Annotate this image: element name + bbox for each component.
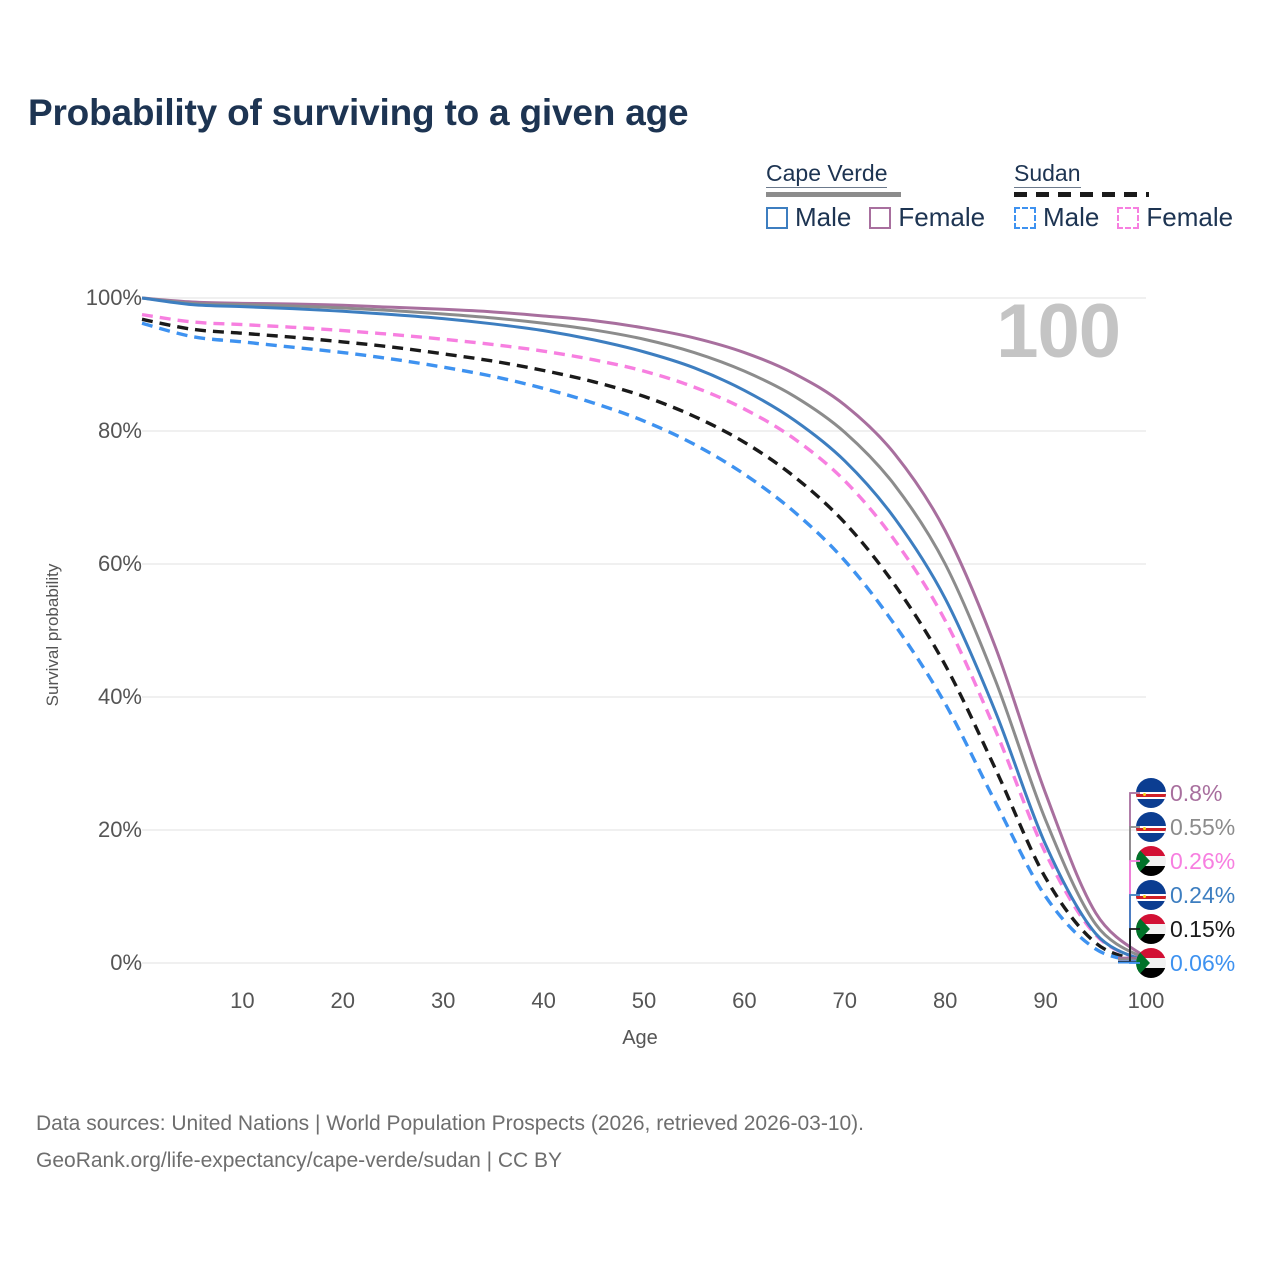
cape-verde-flag: [1136, 778, 1166, 808]
x-tick-label: 10: [230, 988, 255, 1013]
legend-item-label: Male: [1043, 202, 1100, 232]
end-label-value: 0.26%: [1170, 847, 1236, 874]
chart-footer: Data sources: United Nations | World Pop…: [36, 1105, 864, 1179]
end-label-row[interactable]: 0.24%: [1136, 878, 1280, 912]
x-tick-label: 30: [430, 988, 456, 1013]
legend-item-cape-verde-female[interactable]: Female: [869, 202, 985, 233]
end-label-row[interactable]: 0.15%: [1136, 912, 1280, 946]
y-tick-label: 100%: [85, 285, 142, 310]
end-label-value: 0.55%: [1170, 813, 1236, 840]
x-tick-label: 20: [330, 988, 356, 1013]
series-line[interactable]: [141, 296, 1147, 963]
cape-verde-flag: [1136, 880, 1166, 910]
end-label-row[interactable]: 0.26%: [1136, 844, 1280, 878]
male-swatch-icon: [766, 206, 788, 229]
legend-group-cape-verde: Cape Verde Male Female: [766, 160, 985, 232]
legend-entries: Male Female: [766, 202, 985, 233]
female-swatch-icon: [1117, 206, 1140, 229]
footer-data-sources: Data sources: United Nations | World Pop…: [36, 1112, 865, 1135]
chart-canvas: [141, 296, 1147, 965]
sudan-flag: [1136, 914, 1166, 944]
series-line[interactable]: [141, 312, 1147, 963]
x-tick-label: 70: [832, 988, 858, 1013]
y-tick-label: 60%: [97, 551, 142, 576]
legend-item-sudan-male[interactable]: Male: [1014, 202, 1099, 233]
end-label-value: 0.8%: [1170, 779, 1223, 806]
end-label-row[interactable]: 0.06%: [1136, 946, 1280, 980]
legend-entries: Male Female: [1014, 202, 1233, 233]
watermark-label: 100: [996, 289, 1121, 374]
series-line[interactable]: [141, 296, 1147, 961]
male-swatch-icon: [1014, 206, 1036, 229]
legend-country-name: Sudan: [1014, 160, 1081, 188]
end-label-value: 0.06%: [1170, 949, 1236, 976]
footer-attribution: GeoRank.org/life-expectancy/cape-verde/s…: [36, 1149, 563, 1172]
y-tick-label: 40%: [97, 684, 142, 709]
end-label-row[interactable]: 0.55%: [1136, 810, 1280, 844]
series-line[interactable]: [141, 321, 1147, 965]
x-tick-label: 80: [932, 988, 958, 1013]
end-label-row[interactable]: 0.8%: [1136, 776, 1280, 810]
x-tick-label: 100: [1127, 988, 1165, 1013]
y-tick-label: 0%: [110, 950, 142, 975]
sudan-flag: [1136, 846, 1166, 876]
x-tick-label: 90: [1033, 988, 1058, 1013]
y-tick-label: 80%: [97, 418, 142, 443]
cape-verde-flag: [1136, 812, 1166, 842]
legend-item-label: Male: [795, 202, 852, 232]
series-end-labels: 0.8% 0.55% 0.26% 0.24% 0.15% 0.06%: [1136, 776, 1280, 980]
sudan-flag: [1136, 948, 1166, 978]
end-label-value: 0.15%: [1170, 915, 1236, 942]
legend-item-label: Female: [898, 202, 986, 232]
x-tick-label: 40: [531, 988, 556, 1013]
legend-item-cape-verde-male[interactable]: Male: [766, 202, 851, 233]
female-swatch-icon: [869, 206, 892, 229]
x-tick-label: 60: [732, 988, 757, 1013]
series-line[interactable]: [141, 296, 1147, 959]
legend-country-rule: [1014, 192, 1149, 197]
page-title: Probability of surviving to a given age: [28, 92, 689, 133]
x-tick-label: 50: [631, 988, 657, 1013]
end-label-value: 0.24%: [1170, 881, 1236, 908]
legend-item-label: Female: [1146, 202, 1234, 232]
legend-group-sudan: Sudan Male Female: [1014, 160, 1233, 232]
y-tick-label: 20%: [97, 817, 142, 842]
series-line[interactable]: [141, 317, 1147, 964]
legend-country-name: Cape Verde: [766, 160, 888, 188]
x-axis-title: Age: [622, 1027, 658, 1049]
legend-item-sudan-female[interactable]: Female: [1117, 202, 1233, 233]
plot-area: 100 Survival probability Age 0% 20% 40% 60%…: [0, 270, 1280, 1049]
legend-country-rule: [766, 192, 901, 197]
chart-legend: Cape Verde Male Female Sudan Male: [762, 160, 1252, 245]
